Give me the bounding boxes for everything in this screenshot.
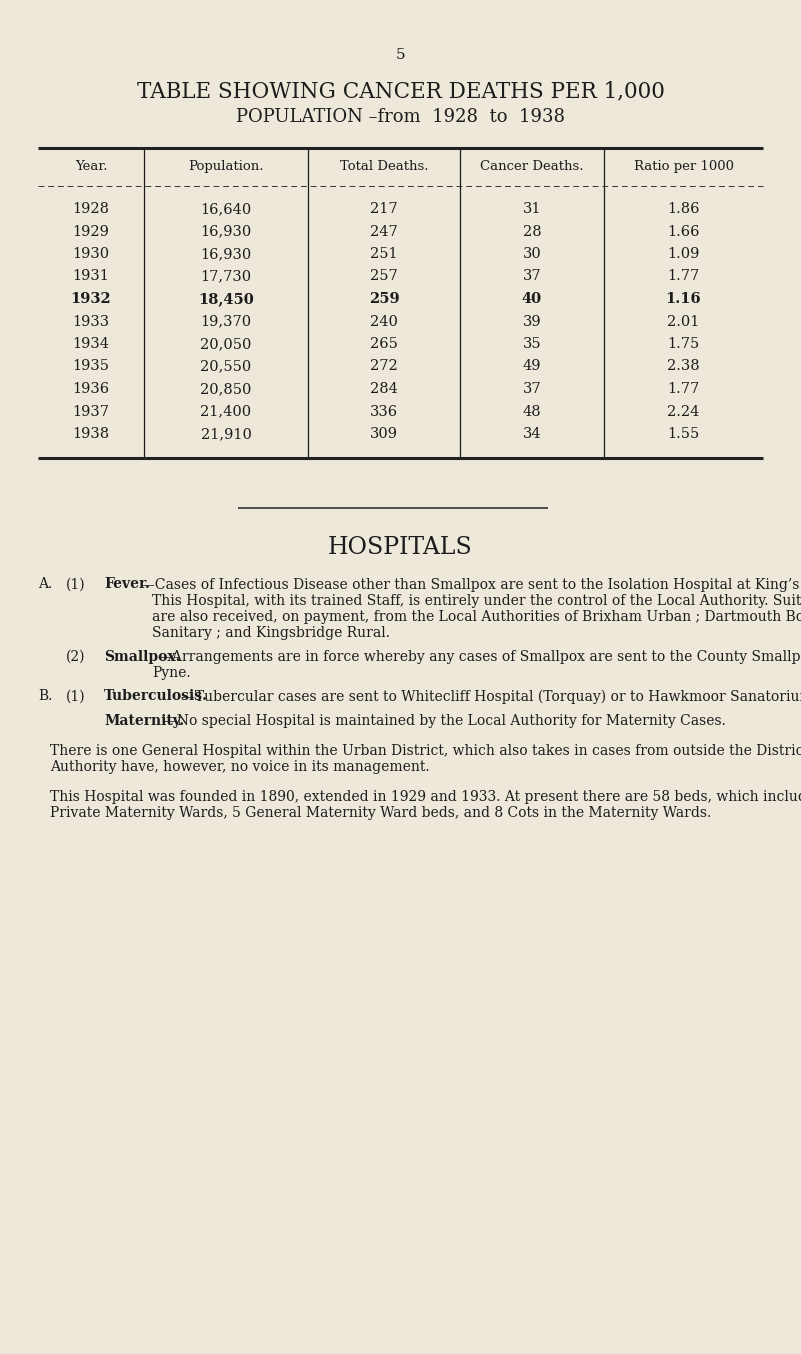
Text: —Arrangements are in force whereby any cases of Smallpox are sent to the County : —Arrangements are in force whereby any c… xyxy=(158,650,801,663)
Text: —No special Hospital is maintained by the Local Authority for Maternity Cases.: —No special Hospital is maintained by th… xyxy=(163,714,726,727)
Text: 1931: 1931 xyxy=(73,269,110,283)
Text: 20,850: 20,850 xyxy=(200,382,252,395)
Text: 251: 251 xyxy=(370,246,398,261)
Text: 1937: 1937 xyxy=(73,405,110,418)
Text: 1929: 1929 xyxy=(73,225,110,238)
Text: 1.77: 1.77 xyxy=(667,269,699,283)
Text: Sanitary ; and Kingsbridge Rural.: Sanitary ; and Kingsbridge Rural. xyxy=(152,626,390,639)
Text: Population.: Population. xyxy=(188,160,264,173)
Text: Ratio per 1000: Ratio per 1000 xyxy=(634,160,734,173)
Text: 16,930: 16,930 xyxy=(200,225,252,238)
Text: 40: 40 xyxy=(522,292,542,306)
Text: B.: B. xyxy=(38,689,52,704)
Text: 30: 30 xyxy=(522,246,541,261)
Text: 20,050: 20,050 xyxy=(200,337,252,351)
Text: 1928: 1928 xyxy=(73,202,110,217)
Text: 31: 31 xyxy=(523,202,541,217)
Text: 1934: 1934 xyxy=(73,337,110,351)
Text: Pyne.: Pyne. xyxy=(152,666,191,680)
Text: 309: 309 xyxy=(370,427,398,441)
Text: 1933: 1933 xyxy=(72,314,110,329)
Text: 1.86: 1.86 xyxy=(667,202,700,217)
Text: 247: 247 xyxy=(370,225,398,238)
Text: 49: 49 xyxy=(523,360,541,374)
Text: 18,450: 18,450 xyxy=(198,292,254,306)
Text: —Tubercular cases are sent to Whitecliff Hospital (Torquay) or to Hawkmoor Sanat: —Tubercular cases are sent to Whitecliff… xyxy=(181,689,801,704)
Text: Authority have, however, no voice in its management.: Authority have, however, no voice in its… xyxy=(50,760,429,773)
Text: Maternity.: Maternity. xyxy=(104,714,184,727)
Text: Private Maternity Wards, 5 General Maternity Ward beds, and 8 Cots in the Matern: Private Maternity Wards, 5 General Mater… xyxy=(50,806,711,819)
Text: 1930: 1930 xyxy=(72,246,110,261)
Text: There is one General Hospital within the Urban District, which also takes in cas: There is one General Hospital within the… xyxy=(50,743,801,757)
Text: 34: 34 xyxy=(523,427,541,441)
Text: —Cases of Infectious Disease other than Smallpox are sent to the Isolation Hospi: —Cases of Infectious Disease other than … xyxy=(141,578,801,592)
Text: 39: 39 xyxy=(523,314,541,329)
Text: Tuberculosis.: Tuberculosis. xyxy=(104,689,208,704)
Text: 2.24: 2.24 xyxy=(667,405,700,418)
Text: This Hospital was founded in 1890, extended in 1929 and 1933. At present there a: This Hospital was founded in 1890, exten… xyxy=(50,789,801,803)
Text: 19,370: 19,370 xyxy=(200,314,252,329)
Text: 17,730: 17,730 xyxy=(200,269,252,283)
Text: 265: 265 xyxy=(370,337,398,351)
Text: This Hospital, with its trained Staff, is entirely under the control of the Loca: This Hospital, with its trained Staff, i… xyxy=(152,593,801,608)
Text: 1935: 1935 xyxy=(73,360,110,374)
Text: POPULATION –from  1928  to  1938: POPULATION –from 1928 to 1938 xyxy=(236,108,565,126)
Text: 1.66: 1.66 xyxy=(667,225,700,238)
Text: 217: 217 xyxy=(370,202,398,217)
Text: (1): (1) xyxy=(66,689,86,704)
Text: 1.75: 1.75 xyxy=(667,337,699,351)
Text: 1.55: 1.55 xyxy=(667,427,699,441)
Text: 1.16: 1.16 xyxy=(666,292,702,306)
Text: 240: 240 xyxy=(370,314,398,329)
Text: Year.: Year. xyxy=(74,160,107,173)
Text: 259: 259 xyxy=(368,292,400,306)
Text: Cancer Deaths.: Cancer Deaths. xyxy=(481,160,584,173)
Text: 37: 37 xyxy=(523,382,541,395)
Text: 272: 272 xyxy=(370,360,398,374)
Text: 21,910: 21,910 xyxy=(200,427,252,441)
Text: 20,550: 20,550 xyxy=(200,360,252,374)
Text: TABLE SHOWING CANCER DEATHS PER 1,000: TABLE SHOWING CANCER DEATHS PER 1,000 xyxy=(136,80,665,102)
Text: 2.01: 2.01 xyxy=(667,314,700,329)
Text: 48: 48 xyxy=(523,405,541,418)
Text: 1932: 1932 xyxy=(70,292,111,306)
Text: 336: 336 xyxy=(370,405,398,418)
Text: HOSPITALS: HOSPITALS xyxy=(328,535,473,558)
Text: 16,640: 16,640 xyxy=(200,202,252,217)
Text: Total Deaths.: Total Deaths. xyxy=(340,160,429,173)
Text: 35: 35 xyxy=(523,337,541,351)
Text: 2.38: 2.38 xyxy=(667,360,700,374)
Text: (1): (1) xyxy=(66,578,86,592)
Text: 284: 284 xyxy=(370,382,398,395)
Text: 5: 5 xyxy=(396,47,405,62)
Text: 28: 28 xyxy=(523,225,541,238)
Text: 37: 37 xyxy=(523,269,541,283)
Text: are also received, on payment, from the Local Authorities of Brixham Urban ; Dar: are also received, on payment, from the … xyxy=(152,609,801,623)
Text: 1.09: 1.09 xyxy=(667,246,700,261)
Text: A.: A. xyxy=(38,578,52,592)
Text: 21,400: 21,400 xyxy=(200,405,252,418)
Text: Smallpox.: Smallpox. xyxy=(104,650,180,663)
Text: 1.77: 1.77 xyxy=(667,382,699,395)
Text: 16,930: 16,930 xyxy=(200,246,252,261)
Text: 1936: 1936 xyxy=(72,382,110,395)
Text: 257: 257 xyxy=(370,269,398,283)
Text: (2): (2) xyxy=(66,650,86,663)
Text: 1938: 1938 xyxy=(72,427,110,441)
Text: Fever.: Fever. xyxy=(104,578,150,592)
